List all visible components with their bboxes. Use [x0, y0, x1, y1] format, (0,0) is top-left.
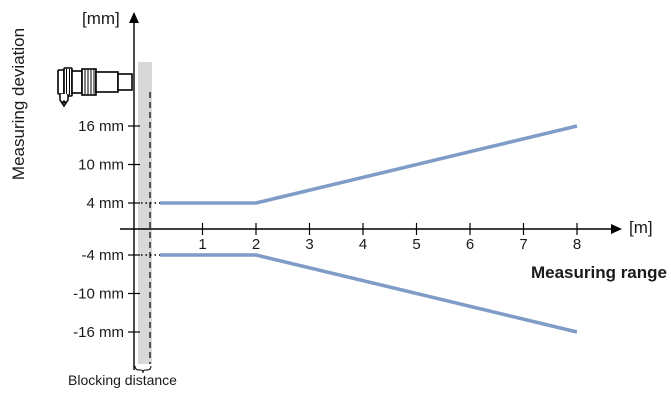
- y-tick-label: 16 mm: [78, 118, 124, 135]
- x-ticks: 1 2 3 4 5 6 7 8: [198, 223, 581, 253]
- x-axis-arrow: [611, 224, 622, 234]
- x-tick-label: 6: [466, 236, 474, 253]
- y-tick-label: -4 mm: [82, 247, 125, 264]
- y-axis-unit-label: [mm]: [82, 9, 120, 28]
- x-tick-label: 5: [412, 236, 420, 253]
- y-axis-title: Measuring deviation: [9, 28, 28, 180]
- blocking-distance-label: Blocking distance: [68, 372, 177, 388]
- series: [160, 124, 578, 334]
- y-tick-label: 4 mm: [87, 195, 125, 212]
- x-tick-label: 8: [573, 236, 581, 253]
- x-tick-label: 3: [305, 236, 313, 253]
- x-tick-label: 7: [519, 236, 527, 253]
- x-tick-label: 1: [198, 236, 206, 253]
- x-tick-label: 4: [359, 236, 367, 253]
- y-axis-arrow: [129, 12, 139, 23]
- x-axis-unit-label: [m]: [629, 218, 653, 237]
- x-axis-title: Measuring range: [531, 263, 667, 282]
- y-tick-label: 10 mm: [78, 157, 124, 174]
- y-ticks: 16 mm 10 mm 4 mm -4 mm -10 mm -16 mm: [73, 118, 160, 341]
- lower-deviation-line: [160, 253, 578, 334]
- x-tick-label: 2: [252, 236, 260, 253]
- blocking-zone: [138, 62, 152, 364]
- blocking-brace: [134, 365, 152, 374]
- sensor-icon: [57, 67, 133, 108]
- upper-deviation-line: [160, 124, 578, 205]
- y-tick-label: -10 mm: [73, 286, 124, 303]
- y-tick-label: -16 mm: [73, 324, 124, 341]
